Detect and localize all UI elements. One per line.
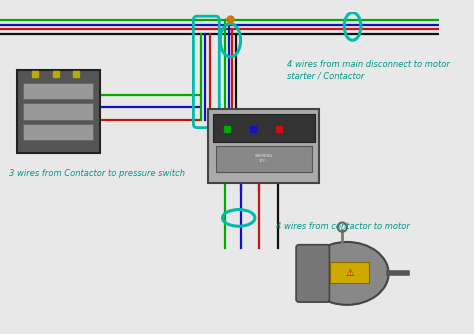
Text: 4 wires from contactor to motor: 4 wires from contactor to motor — [276, 222, 410, 231]
FancyBboxPatch shape — [23, 124, 93, 140]
FancyBboxPatch shape — [330, 262, 369, 283]
FancyBboxPatch shape — [213, 114, 315, 142]
Text: 3 wires from Contactor to pressure switch: 3 wires from Contactor to pressure switc… — [9, 169, 185, 178]
Text: 4 wires from main disconnect to motor: 4 wires from main disconnect to motor — [287, 60, 450, 69]
FancyBboxPatch shape — [17, 70, 100, 153]
FancyBboxPatch shape — [296, 245, 329, 302]
Text: ⚠: ⚠ — [346, 269, 354, 279]
FancyBboxPatch shape — [23, 83, 93, 100]
Ellipse shape — [305, 242, 389, 305]
Text: SIEMENS
3TF..: SIEMENS 3TF.. — [255, 154, 273, 163]
FancyBboxPatch shape — [208, 109, 319, 183]
FancyBboxPatch shape — [216, 146, 312, 172]
Text: starter / Contactor: starter / Contactor — [287, 72, 364, 81]
FancyBboxPatch shape — [23, 103, 93, 120]
